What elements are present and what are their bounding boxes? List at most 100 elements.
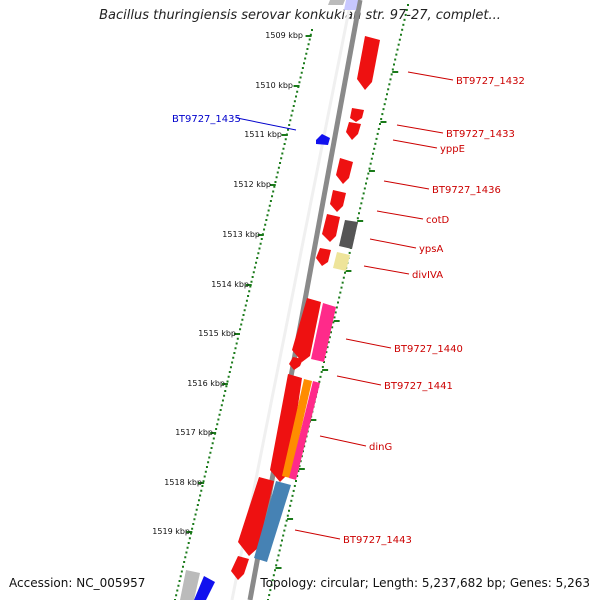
minor-tick	[387, 88, 390, 91]
gene-bt9727-1440-pink[interactable]	[311, 303, 336, 362]
minor-tick	[286, 514, 289, 517]
minor-tick	[180, 570, 183, 573]
minor-tick	[398, 38, 401, 41]
minor-tick	[204, 470, 207, 473]
gene-arrow-bt9727-1433b[interactable]	[346, 122, 361, 140]
gene-label-bt9727-1433[interactable]: BT9727_1433	[446, 129, 515, 140]
minor-tick	[307, 43, 310, 46]
minor-tick	[200, 489, 203, 492]
gene-arrow-bt9727-1432[interactable]	[357, 36, 380, 90]
gene-arrow-bottom[interactable]	[231, 556, 249, 580]
gene-arrow-bt9727-1435[interactable]	[316, 134, 330, 145]
gene-arrow-cotD[interactable]	[322, 214, 340, 242]
minor-tick	[212, 437, 215, 440]
minor-tick	[380, 118, 383, 121]
gene-arrow-bt9727-1433a[interactable]	[350, 108, 364, 122]
minor-tick	[205, 466, 208, 468]
minor-tick	[367, 172, 370, 175]
gene-label-dinG[interactable]: dinG	[369, 442, 392, 453]
gene-label-cotD[interactable]: cotD	[426, 215, 450, 226]
kbp-label: 1515 kbp	[198, 329, 236, 338]
minor-tick	[358, 212, 360, 215]
callout-line	[396, 124, 444, 134]
minor-tick	[348, 251, 351, 254]
minor-tick	[379, 123, 381, 125]
minor-tick	[274, 569, 276, 572]
gene-arrow-bt9727-1440[interactable]	[292, 298, 321, 362]
minor-tick	[208, 456, 211, 459]
minor-tick	[342, 276, 345, 279]
minor-tick	[375, 137, 378, 140]
callout-line-blue	[236, 117, 297, 131]
minor-tick	[282, 534, 285, 537]
minor-tick	[280, 157, 283, 160]
minor-tick	[282, 147, 285, 150]
callout-line	[383, 180, 430, 190]
gene-divIVA-yellow[interactable]	[333, 252, 350, 271]
gene-dinG-pink[interactable]	[289, 381, 320, 480]
minor-tick	[247, 295, 250, 297]
minor-tick	[255, 261, 258, 264]
minor-tick	[287, 128, 290, 131]
minor-tick	[268, 204, 271, 207]
minor-tick	[270, 584, 273, 587]
minor-tick	[365, 182, 367, 185]
gene-label-bt9727-1440[interactable]: BT9727_1440	[394, 344, 463, 355]
gene-arrow-bt9727-1436[interactable]	[336, 158, 353, 184]
minor-tick	[368, 167, 371, 170]
minor-tick	[277, 166, 280, 169]
minor-tick	[218, 413, 221, 416]
gene-label-bt9727-1441[interactable]: BT9727_1441	[384, 381, 453, 392]
gene-label-bt9727-1435[interactable]: BT9727_1435	[172, 114, 241, 125]
minor-tick	[186, 546, 189, 549]
gene-bottom-blue[interactable]	[194, 576, 215, 600]
minor-tick	[185, 551, 188, 554]
gene-bt9727-1443-steelblue[interactable]	[254, 481, 291, 562]
gene-features	[180, 36, 380, 600]
minor-tick	[257, 252, 260, 255]
minor-tick	[276, 171, 279, 174]
gene-label-ypsA[interactable]: ypsA	[419, 244, 443, 255]
gene-arrow-small-2[interactable]	[289, 357, 303, 370]
top-gene-blue[interactable]	[344, 0, 358, 10]
minor-tick	[296, 90, 299, 93]
minor-tick	[362, 192, 365, 195]
kbp-label: 1510 kbp	[255, 81, 293, 90]
kbp-label: 1517 kbp	[175, 428, 213, 437]
gene-label-bt9727-1436[interactable]: BT9727_1436	[432, 185, 501, 196]
minor-tick	[178, 580, 181, 582]
minor-tick	[183, 561, 186, 563]
minor-tick	[306, 48, 309, 50]
gene-arrow-yppE[interactable]	[330, 190, 346, 212]
callout-line	[319, 435, 367, 447]
minor-tick	[285, 519, 288, 522]
gene-bottom-gray[interactable]	[180, 570, 200, 600]
callout-line	[407, 71, 454, 81]
minor-tick	[275, 564, 278, 567]
minor-tick	[295, 95, 298, 98]
minor-tick	[363, 187, 366, 190]
minor-tick	[298, 465, 301, 468]
minor-tick	[220, 404, 223, 407]
minor-tick	[324, 356, 327, 359]
minor-tick	[291, 494, 294, 497]
minor-tick	[256, 257, 259, 259]
gene-arrow-bt9727-1443[interactable]	[238, 477, 274, 556]
minor-tick	[244, 304, 247, 307]
gene-ypsA-gray[interactable]	[339, 220, 358, 249]
gene-arrow-small[interactable]	[316, 248, 331, 266]
top-gene-gray[interactable]	[328, 0, 345, 5]
minor-tick	[384, 98, 387, 101]
minor-tick	[192, 523, 195, 525]
minor-tick	[233, 352, 236, 354]
gene-label-yppE[interactable]: yppE	[440, 144, 465, 155]
minor-tick	[326, 346, 329, 349]
gene-label-divIVA[interactable]: divIVA	[412, 270, 443, 281]
gene-dinG-orange[interactable]	[282, 379, 312, 478]
gene-label-bt9727-1443[interactable]: BT9727_1443	[343, 535, 412, 546]
minor-tick	[341, 281, 344, 284]
gene-label-bt9727-1432[interactable]: BT9727_1432	[456, 76, 525, 87]
minor-tick	[217, 418, 220, 421]
minor-tick	[308, 38, 311, 41]
gene-arrow-bt9727-1441[interactable]	[270, 374, 302, 482]
